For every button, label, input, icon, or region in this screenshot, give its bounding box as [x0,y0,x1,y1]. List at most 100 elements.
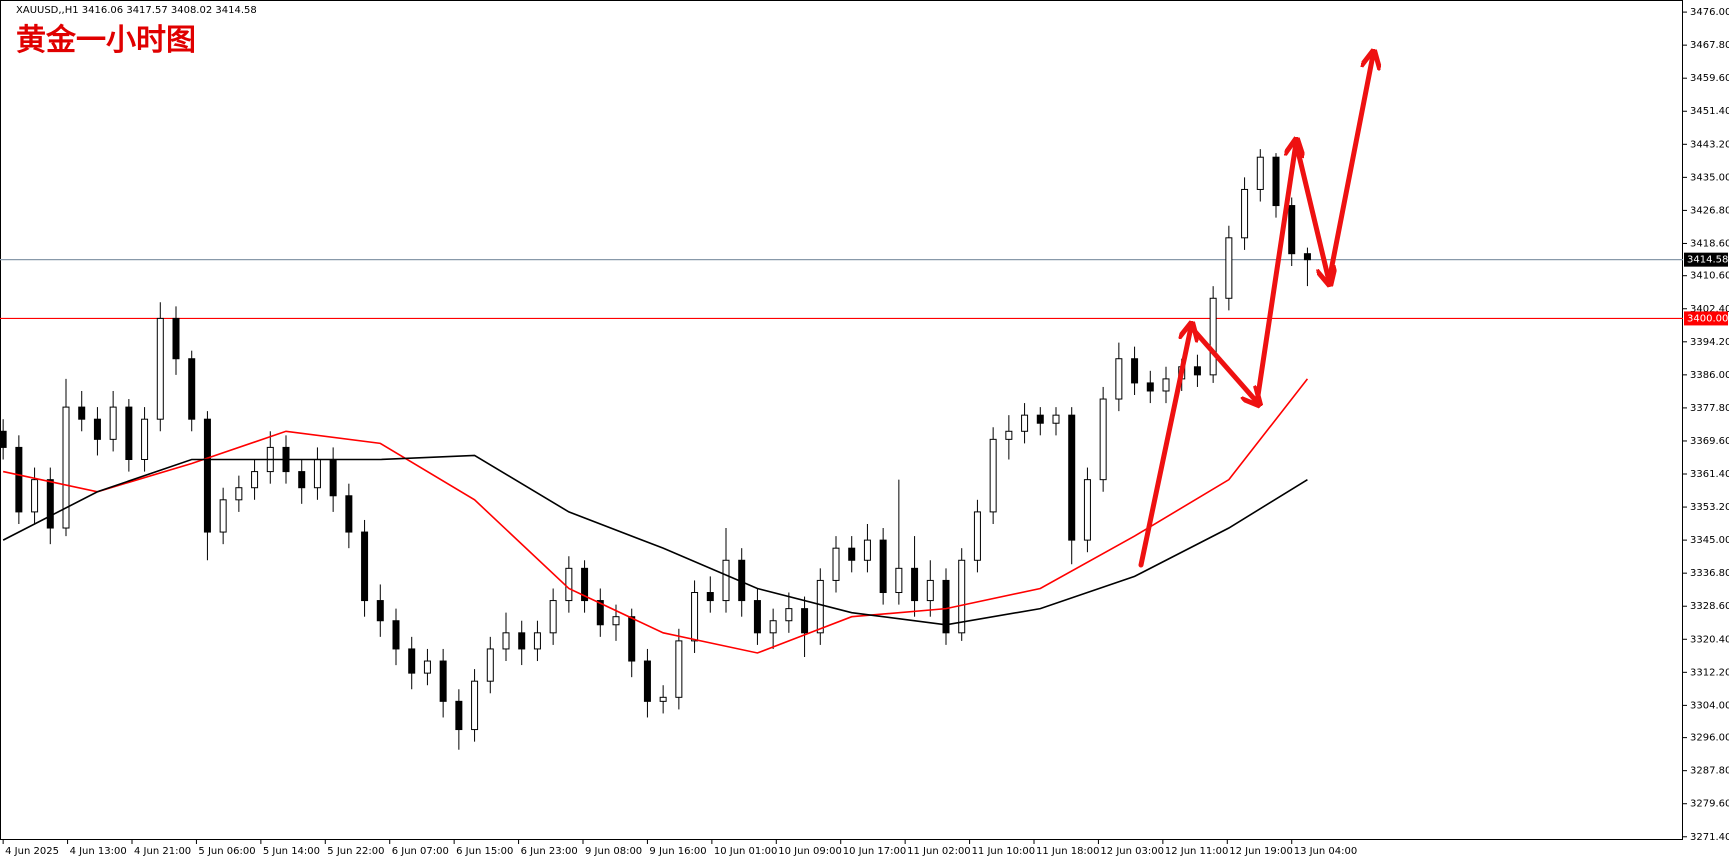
candle-body [471,680,479,731]
candle-body [15,446,23,513]
annotation-arrows [1138,55,1373,568]
symbol-info: XAUUSD,,H1 3416.06 3417.57 3408.02 3414.… [16,5,257,16]
candle-body [1146,382,1154,392]
y-tick-label: 3443.20 [1690,139,1729,150]
x-tick-label: 9 Jun 16:00 [649,846,706,857]
y-tick-label: 3418.60 [1690,238,1729,249]
x-tick-label: 11 Jun 10:00 [972,846,1036,857]
x-tick-label: 6 Jun 07:00 [392,846,449,857]
candle-body [125,406,133,461]
candle-body [486,648,494,682]
candle-body [46,479,54,529]
y-tick-label: 3476.00 [1690,7,1729,18]
y-tick-label: 3377.80 [1690,403,1729,414]
candle-body [612,616,620,626]
moving-average [2,454,1308,626]
x-tick-label: 5 Jun 22:00 [327,846,384,857]
candle-body [581,567,589,602]
candle-body [989,438,997,513]
y-tick-label: 3345.00 [1690,535,1729,546]
candle-body [188,358,196,420]
x-tick-label: 11 Jun 18:00 [1036,846,1100,857]
y-tick-label: 3296.00 [1690,733,1729,744]
x-tick-label: 11 Jun 02:00 [907,846,971,857]
candle-body [533,632,541,650]
x-tick-label: 10 Jun 17:00 [843,846,907,857]
y-tick-label: 3459.60 [1690,73,1729,84]
x-tick-label: 12 Jun 03:00 [1100,846,1164,857]
arrow [1326,55,1373,284]
candle-body [1193,366,1201,376]
candle-body [1115,358,1123,400]
arrow [1293,140,1329,281]
candle-body [691,592,699,642]
candle-body [78,406,86,420]
candle-body [753,600,761,634]
y-tick-label: 3386.00 [1690,370,1729,381]
candle-body [895,567,903,594]
candle-body [502,632,510,650]
candle-body [785,608,793,622]
y-tick-label: 3271.40 [1690,832,1729,843]
x-tick-label: 5 Jun 06:00 [198,846,255,857]
x-tick-label: 4 Jun 21:00 [134,846,191,857]
candle-body [392,620,400,650]
candle-body [863,539,871,561]
candle-body [1005,430,1013,440]
candle-body [156,317,164,420]
candle-body [706,592,714,602]
candle-body [219,499,227,533]
price-label-bg [1684,252,1728,267]
candle-body [1099,398,1107,481]
candle-body [973,511,981,561]
candle-body [643,660,651,702]
candle-body [93,418,101,440]
price-label: 3414.58 [1687,255,1728,266]
candle-body [313,459,321,489]
candle-body [1021,414,1029,432]
candle-body [235,487,243,501]
candle-body [345,495,353,533]
x-tick-label: 10 Jun 09:00 [778,846,842,857]
candle-body [1256,156,1264,190]
x-tick-label: 4 Jun 2025 [5,846,59,857]
arrow [1254,143,1296,405]
y-tick-label: 3369.60 [1690,436,1729,447]
candle-body [832,547,840,581]
candle-body [172,317,180,360]
x-tick-label: 6 Jun 15:00 [456,846,513,857]
y-tick-label: 3435.00 [1690,172,1729,183]
candle-body [1209,297,1217,376]
candle-body [1068,414,1076,541]
candle-body [879,539,887,594]
y-tick-label: 3402.40 [1690,304,1729,315]
candle-body [1272,156,1280,207]
candle-body [722,559,730,602]
candle-body [769,620,777,634]
candle-body [848,547,856,561]
y-tick-label: 3394.20 [1690,337,1729,348]
candle-body [1083,479,1091,541]
y-tick-label: 3279.60 [1690,799,1729,810]
chart-title: 黄金一小时图 [16,23,196,58]
candle-body [423,660,431,674]
x-tick-label: 12 Jun 19:00 [1229,846,1293,857]
x-tick-label: 13 Jun 04:00 [1294,846,1358,857]
y-tick-label: 3312.20 [1690,667,1729,678]
candle-body [1288,205,1296,255]
candle-body [376,600,384,622]
candle-body [1241,188,1249,239]
y-tick-label: 3336.80 [1690,568,1729,579]
candle-body [1036,414,1044,424]
candle-body [62,406,70,529]
candle-body [298,471,306,489]
candle-body [251,471,259,489]
candle-body [31,479,39,513]
x-tick-label: 12 Jun 11:00 [1165,846,1229,857]
candle-body [911,567,919,602]
x-tick-label: 9 Jun 08:00 [585,846,642,857]
candle-body [329,459,337,497]
y-tick-label: 3451.40 [1690,106,1729,117]
candle-body [926,579,934,602]
candle-body [1131,358,1139,384]
